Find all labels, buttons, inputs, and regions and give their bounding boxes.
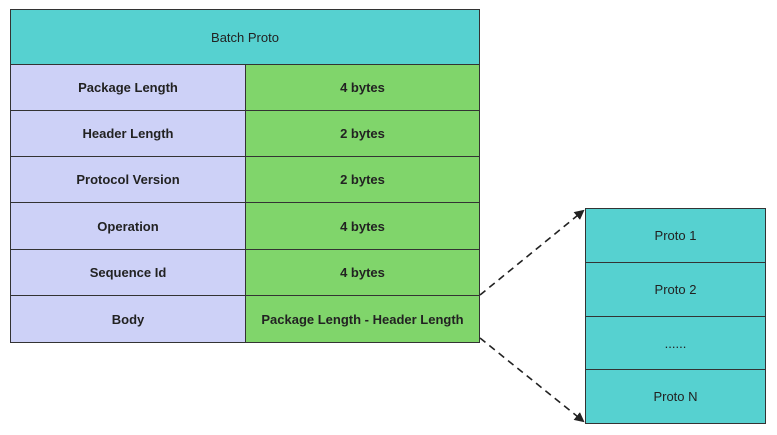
size-label: 4 bytes — [340, 265, 385, 280]
proto-item-label: ...... — [664, 335, 687, 351]
arrow-to-last-proto — [479, 337, 585, 423]
size-label: 2 bytes — [340, 126, 385, 141]
field-label: Package Length — [78, 80, 178, 95]
proto-item-1: Proto 1 — [585, 208, 766, 263]
proto-item-label: Proto 2 — [654, 282, 697, 297]
size-body: Package Length - Header Length — [245, 295, 480, 343]
size-package-length: 4 bytes — [245, 64, 480, 111]
batch-proto-title: Batch Proto — [211, 29, 279, 45]
proto-item-label: Proto 1 — [654, 228, 697, 243]
batch-proto-header: Batch Proto — [10, 9, 480, 65]
field-label: Header Length — [82, 126, 174, 141]
field-label: Body — [111, 311, 145, 327]
size-operation: 4 bytes — [245, 202, 480, 250]
size-label: Package Length - Header Length — [261, 311, 464, 327]
field-body: Body — [10, 295, 246, 343]
size-label: 2 bytes — [340, 172, 385, 187]
field-protocol-version: Protocol Version — [10, 156, 246, 203]
size-protocol-version: 2 bytes — [245, 156, 480, 203]
proto-item-ellipsis: ...... — [585, 316, 766, 370]
proto-item-label: Proto N — [653, 389, 698, 404]
field-label: Protocol Version — [76, 172, 180, 187]
size-label: 4 bytes — [340, 80, 385, 95]
field-sequence-id: Sequence Id — [10, 249, 246, 296]
proto-item-2: Proto 2 — [585, 262, 766, 317]
proto-item-n: Proto N — [585, 369, 766, 424]
field-label: Operation — [97, 218, 159, 234]
arrow-to-first-proto — [479, 209, 585, 296]
field-label: Sequence Id — [89, 265, 167, 280]
size-label: 4 bytes — [340, 218, 385, 234]
size-header-length: 2 bytes — [245, 110, 480, 157]
